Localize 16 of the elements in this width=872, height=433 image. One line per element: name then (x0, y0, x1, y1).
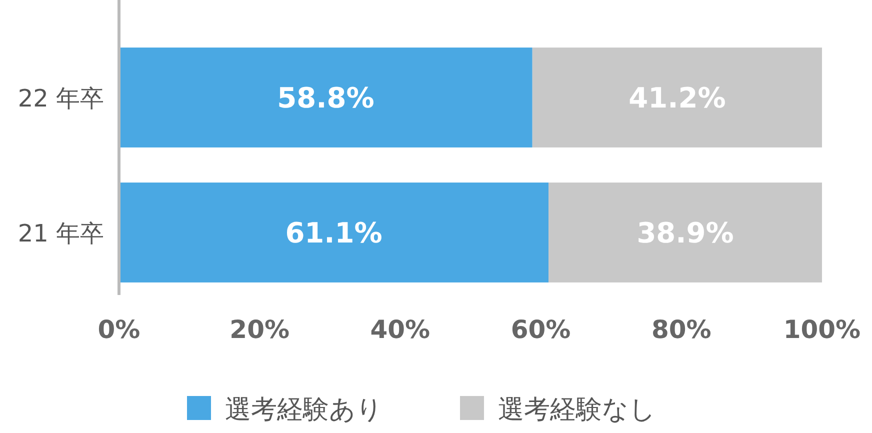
bar (532, 48, 822, 148)
y-tick-label: 22 年卒 (18, 84, 104, 112)
data-label: 58.8% (277, 82, 374, 114)
data-label: 61.1% (285, 216, 382, 250)
legend-label: 選考経験なし (498, 395, 656, 425)
x-tick-label: 20% (230, 315, 290, 344)
x-tick-label: 40% (370, 315, 430, 344)
legend-label: 選考経験あり (225, 395, 383, 425)
x-tick-label: 60% (510, 315, 571, 344)
x-tick-label: 0% (98, 315, 140, 344)
y-tick-label: 21 年卒 (18, 220, 104, 248)
x-tick-label: 80% (651, 315, 712, 344)
x-tick-label: 100% (783, 315, 861, 344)
bar (119, 182, 549, 282)
bar (548, 182, 822, 282)
bar (119, 48, 532, 148)
